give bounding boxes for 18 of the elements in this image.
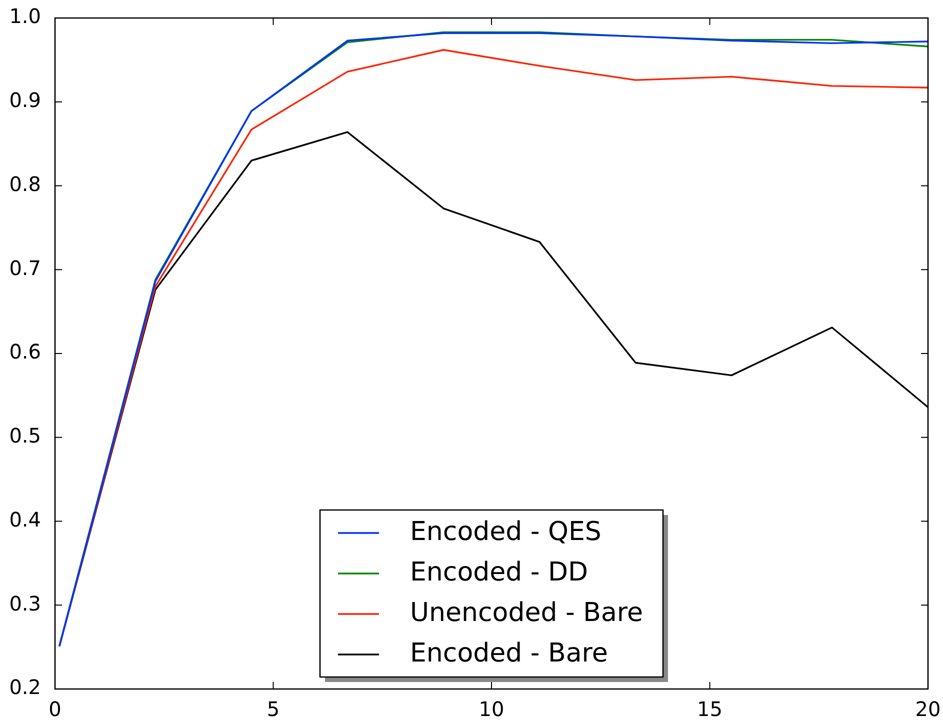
x-tick-label: 20 — [915, 697, 941, 722]
y-tick-label: 0.4 — [9, 507, 41, 532]
y-tick-label: 0.3 — [9, 591, 41, 616]
y-tick-label: 0.5 — [9, 424, 41, 448]
y-tick-label: 0.7 — [9, 256, 41, 280]
legend-label: Encoded - Bare — [410, 638, 608, 668]
legend-label: Encoded - DD — [410, 557, 588, 588]
x-tick-label: 10 — [478, 697, 504, 722]
legend-label: Encoded - QES — [410, 516, 602, 547]
legend-label: Unencoded - Bare — [410, 598, 643, 628]
x-tick-label: 15 — [697, 697, 722, 722]
x-tick-label: 5 — [266, 697, 280, 722]
y-tick-label: 0.9 — [9, 88, 41, 112]
y-tick-label: 0.2 — [9, 675, 41, 700]
x-tick-label: 0 — [48, 697, 62, 722]
y-tick-label: 1.0 — [9, 4, 41, 28]
y-tick-label: 0.6 — [9, 340, 41, 364]
y-tick-label: 0.8 — [9, 172, 41, 196]
